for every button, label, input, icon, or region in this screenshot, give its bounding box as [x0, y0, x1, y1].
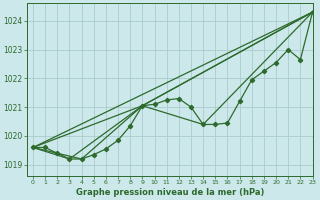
X-axis label: Graphe pression niveau de la mer (hPa): Graphe pression niveau de la mer (hPa): [76, 188, 264, 197]
